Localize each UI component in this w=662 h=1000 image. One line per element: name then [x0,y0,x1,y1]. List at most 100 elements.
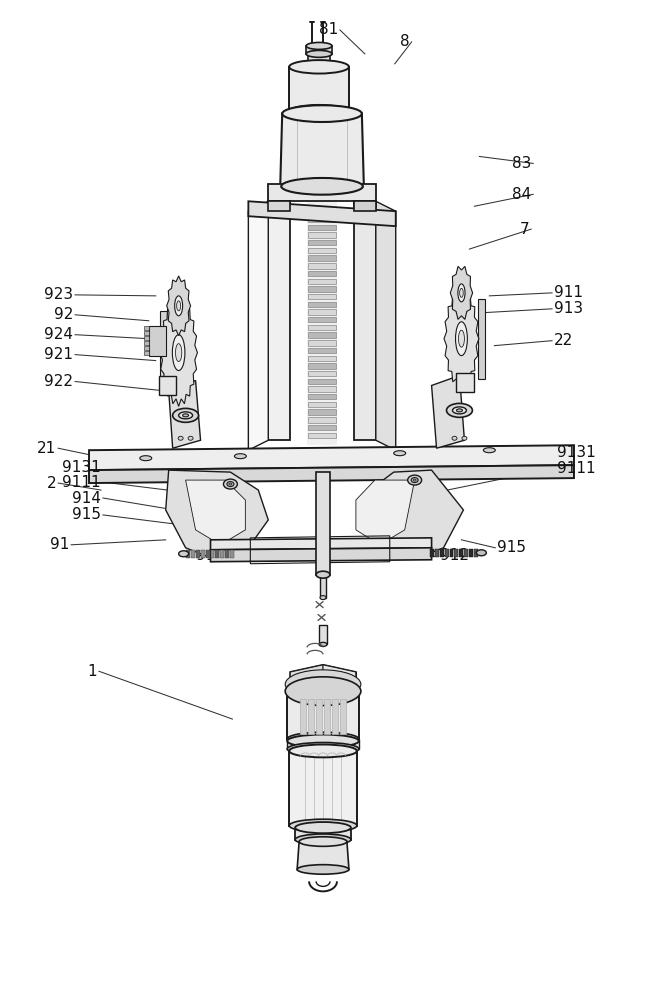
Polygon shape [308,255,336,261]
Text: 921: 921 [44,347,73,362]
Polygon shape [290,665,323,682]
Polygon shape [149,326,166,356]
Polygon shape [248,201,268,450]
Ellipse shape [453,407,467,414]
Text: 913: 913 [554,301,583,316]
Ellipse shape [183,414,189,417]
Ellipse shape [411,478,418,483]
Ellipse shape [287,735,359,747]
Polygon shape [324,699,330,734]
Polygon shape [308,699,314,734]
Polygon shape [211,548,432,562]
Polygon shape [308,409,336,415]
Polygon shape [340,699,346,734]
Text: 911: 911 [197,532,226,547]
Polygon shape [308,325,336,330]
Polygon shape [268,201,290,206]
Text: 1: 1 [87,664,97,679]
Text: 914: 914 [72,491,101,506]
Polygon shape [166,470,268,558]
Text: 914: 914 [408,540,437,555]
Polygon shape [308,248,336,253]
Polygon shape [308,356,336,361]
Polygon shape [432,376,465,448]
Polygon shape [308,286,336,292]
Ellipse shape [455,322,467,356]
Text: 922: 922 [44,374,73,389]
Ellipse shape [319,642,327,646]
Polygon shape [89,465,574,483]
Ellipse shape [287,732,359,746]
Polygon shape [449,549,453,557]
Polygon shape [216,550,220,558]
Text: 7: 7 [520,222,529,237]
Polygon shape [195,550,199,558]
Ellipse shape [289,60,349,74]
Polygon shape [444,549,448,557]
Polygon shape [308,271,336,276]
Polygon shape [205,550,209,558]
Polygon shape [444,290,479,388]
Polygon shape [475,549,479,557]
Polygon shape [308,425,336,430]
Ellipse shape [224,479,238,489]
Polygon shape [300,699,306,734]
Polygon shape [308,402,336,407]
Text: 22: 22 [554,333,573,348]
Polygon shape [308,209,336,215]
Polygon shape [287,694,359,739]
Ellipse shape [459,330,465,347]
Polygon shape [319,625,327,644]
Polygon shape [308,217,336,222]
Polygon shape [226,550,230,558]
Ellipse shape [287,687,359,701]
Ellipse shape [295,822,351,833]
Ellipse shape [172,335,185,371]
Polygon shape [308,302,336,307]
Ellipse shape [413,479,416,481]
Polygon shape [308,54,330,64]
Ellipse shape [462,436,467,440]
Polygon shape [160,311,167,393]
Polygon shape [185,480,246,545]
Polygon shape [308,371,336,376]
Text: 912: 912 [440,548,469,563]
Ellipse shape [457,409,463,412]
Polygon shape [308,386,336,392]
Ellipse shape [178,436,183,440]
Polygon shape [268,184,376,201]
Polygon shape [289,751,357,826]
Ellipse shape [229,483,232,485]
Ellipse shape [285,677,361,706]
Text: 9131: 9131 [557,445,596,460]
Ellipse shape [483,448,495,453]
Polygon shape [308,294,336,299]
Text: 83: 83 [512,156,531,171]
Ellipse shape [282,105,362,122]
Ellipse shape [188,436,193,440]
Polygon shape [479,299,485,379]
Polygon shape [248,201,396,226]
Polygon shape [159,376,175,395]
Ellipse shape [179,412,193,419]
Polygon shape [469,549,473,557]
Polygon shape [144,346,149,350]
Ellipse shape [173,408,199,422]
Polygon shape [144,341,149,345]
Polygon shape [167,276,191,336]
Polygon shape [144,351,149,355]
Polygon shape [450,266,473,319]
Polygon shape [169,381,201,448]
Text: 915: 915 [72,507,101,522]
Ellipse shape [299,837,347,846]
Ellipse shape [175,344,182,362]
Ellipse shape [285,670,361,699]
Polygon shape [308,433,336,438]
Ellipse shape [140,456,152,461]
Ellipse shape [306,50,332,57]
Polygon shape [332,699,338,734]
Polygon shape [211,538,432,550]
Polygon shape [211,550,214,558]
Polygon shape [290,665,355,694]
Ellipse shape [459,288,463,297]
